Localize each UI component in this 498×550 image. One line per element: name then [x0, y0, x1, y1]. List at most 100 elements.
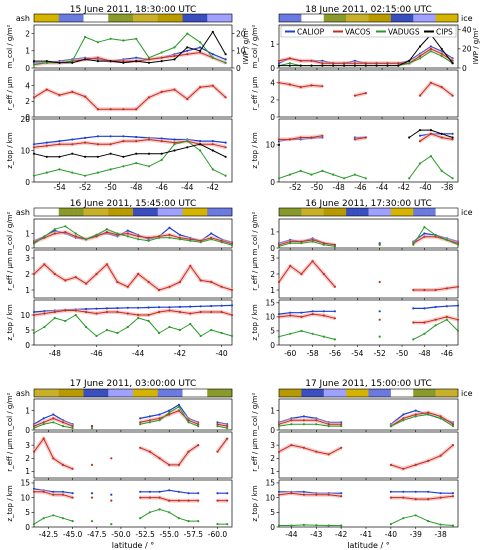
data-point: [224, 53, 227, 56]
data-point: [173, 138, 176, 141]
data-point: [440, 132, 443, 135]
y-tick-label: 0: [25, 113, 30, 122]
data-point: [95, 233, 98, 236]
series-line: [33, 85, 226, 110]
plot-frame: [278, 69, 459, 118]
data-point: [32, 152, 36, 155]
data-point: [58, 140, 61, 143]
strip-cell: [453, 389, 459, 397]
data-point: [52, 413, 55, 416]
strip-cell: [108, 208, 114, 216]
data-point: [427, 413, 430, 416]
data-point: [302, 490, 305, 493]
x-tick-label: -46: [156, 183, 168, 192]
data-point: [61, 463, 65, 466]
data-point: [126, 235, 129, 238]
data-point: [310, 59, 313, 62]
data-point: [315, 423, 318, 426]
x-tick-labels: -48 -46 -44 -42 -40: [49, 349, 228, 358]
strip-cell: [292, 208, 298, 216]
strip-cell: [386, 14, 392, 22]
y-tick-label: 10: [265, 141, 275, 150]
strip-cell: [341, 14, 347, 22]
data-point: [186, 140, 189, 143]
data-point: [71, 152, 74, 155]
data-point: [177, 463, 180, 466]
data-point: [289, 240, 292, 243]
series-vacos: [277, 443, 455, 471]
data-point: [122, 60, 125, 63]
data-point: [210, 328, 213, 332]
data-point: [71, 61, 74, 64]
x-tick-label: -42: [398, 183, 410, 192]
strip-cell: [355, 14, 360, 22]
series-line: [33, 231, 233, 245]
data-point: [211, 140, 214, 143]
strip-cell: [404, 14, 410, 22]
data-point: [389, 425, 392, 428]
data-point: [427, 411, 430, 414]
row-bot: 0 10 z_top / km: [251, 118, 459, 187]
strip-cell: [137, 208, 144, 216]
strip-cell: [73, 208, 79, 216]
data-point: [427, 459, 430, 462]
data-point: [289, 332, 292, 335]
data-point: [96, 135, 99, 138]
data-point: [289, 314, 292, 317]
data-point: [58, 168, 61, 171]
strip-cell: [337, 389, 342, 397]
data-point: [290, 524, 293, 527]
strip-cell: [93, 389, 99, 397]
x-tick-label: -40: [215, 349, 227, 358]
data-point: [418, 45, 422, 48]
series-line: [33, 135, 226, 145]
data-point: [220, 310, 223, 314]
strip-cell: [88, 14, 94, 22]
data-point: [445, 318, 448, 321]
data-point: [85, 238, 88, 241]
data-point: [224, 155, 227, 158]
strip-cell: [118, 14, 124, 22]
strip-cell: [305, 208, 311, 216]
data-point: [43, 263, 46, 266]
strip-cell: [368, 208, 374, 216]
data-point: [456, 243, 460, 246]
data-point: [147, 313, 150, 317]
data-point: [110, 499, 113, 502]
row-bot: 0 5 10 15 z_top / km: [251, 299, 460, 350]
x-tick-label: -45.0: [63, 530, 83, 539]
data-point: [160, 60, 163, 63]
data-point: [423, 332, 426, 335]
data-point: [300, 242, 303, 245]
strip-cell: [147, 208, 154, 216]
data-point: [84, 155, 87, 158]
x-tick-label: -48: [333, 183, 345, 192]
data-point: [199, 143, 202, 146]
strip-cell: [364, 389, 369, 397]
data-point: [58, 155, 61, 158]
strip-cell: [182, 389, 188, 397]
strip-cell: [332, 208, 338, 216]
data-point: [402, 413, 405, 416]
data-point: [418, 140, 422, 143]
strip-cell: [386, 389, 392, 397]
data-point: [168, 309, 171, 312]
strip-cell: [359, 389, 365, 397]
data-point: [147, 56, 151, 59]
data-point: [105, 307, 108, 310]
x-tick-label: -57.5: [184, 530, 204, 539]
data-point: [224, 58, 227, 61]
data-point: [299, 86, 302, 89]
series-vacos: [32, 308, 234, 317]
strip-cell: [346, 208, 351, 216]
strip-cell: [453, 208, 459, 216]
strip-cell: [152, 389, 159, 397]
data-point: [64, 279, 67, 282]
x-tick-label: -50.0: [111, 530, 131, 539]
strip-cell: [212, 208, 218, 216]
right-y-tick-label: 20: [236, 29, 246, 38]
data-point: [32, 331, 36, 335]
y-tick-label: 1: [25, 47, 30, 56]
strip-cell: [305, 389, 311, 397]
